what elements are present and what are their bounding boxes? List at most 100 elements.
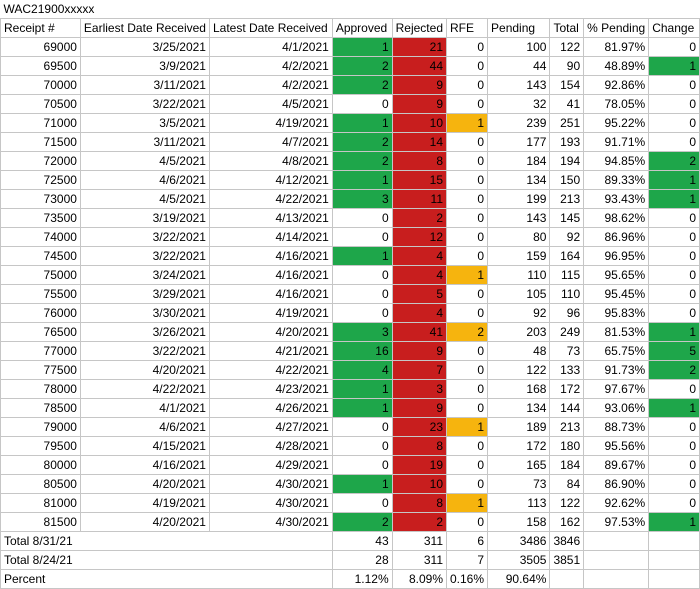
cell-change[interactable]: 5	[648, 341, 700, 361]
cell-rejected[interactable]: 10	[391, 113, 448, 133]
cell-latest-date[interactable]: 4/28/2021	[208, 436, 333, 456]
summary-total[interactable]: 3846	[549, 531, 585, 551]
cell-earliest-date[interactable]: 4/19/2021	[79, 493, 210, 513]
cell-receipt[interactable]: 80000	[0, 455, 81, 475]
cell-percent-pending[interactable]: 92.62%	[583, 493, 650, 513]
cell-change[interactable]: 0	[648, 246, 700, 266]
cell-pending[interactable]: 134	[487, 398, 551, 418]
cell-total[interactable]: 90	[549, 56, 585, 76]
cell-pending[interactable]: 239	[487, 113, 551, 133]
cell-rfe[interactable]: 0	[445, 56, 489, 76]
cell-rfe[interactable]: 2	[445, 322, 489, 342]
cell-rejected[interactable]: 8	[391, 436, 448, 456]
cell-pending[interactable]: 92	[487, 303, 551, 323]
cell-percent-pending[interactable]: 97.53%	[583, 512, 650, 532]
cell-rejected[interactable]: 7	[391, 360, 448, 380]
cell-pending[interactable]: 168	[487, 379, 551, 399]
cell-latest-date[interactable]: 4/16/2021	[208, 265, 333, 285]
cell-total[interactable]: 92	[549, 227, 585, 247]
cell-total[interactable]: 172	[549, 379, 585, 399]
cell-pending[interactable]: 134	[487, 170, 551, 190]
summary-label[interactable]: Total 8/24/21	[0, 550, 333, 570]
cell-total[interactable]: 194	[549, 151, 585, 171]
cell-total[interactable]: 184	[549, 455, 585, 475]
cell-percent-pending[interactable]: 94.85%	[583, 151, 650, 171]
cell-total[interactable]: 164	[549, 246, 585, 266]
summary-rejected[interactable]: 8.09%	[391, 569, 448, 589]
cell-approved[interactable]: 1	[331, 398, 393, 418]
cell-latest-date[interactable]: 4/22/2021	[208, 360, 333, 380]
cell-receipt[interactable]: 78000	[0, 379, 81, 399]
cell-change[interactable]: 0	[648, 436, 700, 456]
cell-percent-pending[interactable]: 95.22%	[583, 113, 650, 133]
summary-pending[interactable]: 90.64%	[487, 569, 551, 589]
summary-percent-pending[interactable]	[583, 550, 650, 570]
cell-approved[interactable]: 0	[331, 208, 393, 228]
cell-rejected[interactable]: 8	[391, 493, 448, 513]
cell-rejected[interactable]: 12	[391, 227, 448, 247]
cell-change[interactable]: 0	[648, 94, 700, 114]
header-receipt[interactable]: Receipt #	[0, 18, 81, 38]
cell-receipt[interactable]: 80500	[0, 474, 81, 494]
cell-percent-pending[interactable]: 65.75%	[583, 341, 650, 361]
cell-pending[interactable]: 165	[487, 455, 551, 475]
cell-earliest-date[interactable]: 3/19/2021	[79, 208, 210, 228]
header-percent-pending[interactable]: % Pending	[583, 18, 650, 38]
cell-latest-date[interactable]: 4/8/2021	[208, 151, 333, 171]
cell-percent-pending[interactable]: 86.96%	[583, 227, 650, 247]
cell-earliest-date[interactable]: 3/11/2021	[79, 132, 210, 152]
summary-change[interactable]	[648, 550, 700, 570]
cell-change[interactable]: 0	[648, 113, 700, 133]
cell-rejected[interactable]: 3	[391, 379, 448, 399]
cell-rejected[interactable]: 10	[391, 474, 448, 494]
cell-change[interactable]: 1	[648, 56, 700, 76]
cell-receipt[interactable]: 81000	[0, 493, 81, 513]
cell-percent-pending[interactable]: 89.33%	[583, 170, 650, 190]
cell-receipt[interactable]: 77000	[0, 341, 81, 361]
cell-total[interactable]: 122	[549, 37, 585, 57]
cell-pending[interactable]: 105	[487, 284, 551, 304]
cell-approved[interactable]: 16	[331, 341, 393, 361]
cell-latest-date[interactable]: 4/30/2021	[208, 512, 333, 532]
cell-percent-pending[interactable]: 96.95%	[583, 246, 650, 266]
cell-change[interactable]: 1	[648, 512, 700, 532]
cell-earliest-date[interactable]: 4/15/2021	[79, 436, 210, 456]
cell-earliest-date[interactable]: 3/22/2021	[79, 94, 210, 114]
cell-pending[interactable]: 44	[487, 56, 551, 76]
summary-rejected[interactable]: 311	[391, 550, 448, 570]
cell-rejected[interactable]: 23	[391, 417, 448, 437]
cell-total[interactable]: 249	[549, 322, 585, 342]
summary-percent-pending[interactable]	[583, 569, 650, 589]
cell-latest-date[interactable]: 4/13/2021	[208, 208, 333, 228]
cell-approved[interactable]: 0	[331, 94, 393, 114]
cell-percent-pending[interactable]: 98.62%	[583, 208, 650, 228]
cell-pending[interactable]: 143	[487, 208, 551, 228]
cell-rfe[interactable]: 0	[445, 303, 489, 323]
cell-change[interactable]: 1	[648, 170, 700, 190]
summary-rfe[interactable]: 0.16%	[445, 569, 489, 589]
cell-total[interactable]: 41	[549, 94, 585, 114]
cell-percent-pending[interactable]: 81.97%	[583, 37, 650, 57]
cell-total[interactable]: 162	[549, 512, 585, 532]
cell-receipt[interactable]: 74500	[0, 246, 81, 266]
cell-rejected[interactable]: 9	[391, 94, 448, 114]
cell-earliest-date[interactable]: 4/20/2021	[79, 360, 210, 380]
cell-pending[interactable]: 158	[487, 512, 551, 532]
cell-rfe[interactable]: 0	[445, 227, 489, 247]
cell-receipt[interactable]: 79500	[0, 436, 81, 456]
cell-earliest-date[interactable]: 4/6/2021	[79, 417, 210, 437]
cell-change[interactable]: 0	[648, 417, 700, 437]
header-pending[interactable]: Pending	[487, 18, 551, 38]
cell-approved[interactable]: 0	[331, 493, 393, 513]
cell-total[interactable]: 144	[549, 398, 585, 418]
summary-rfe[interactable]: 6	[445, 531, 489, 551]
cell-pending[interactable]: 203	[487, 322, 551, 342]
header-rfe[interactable]: RFE	[445, 18, 489, 38]
cell-pending[interactable]: 73	[487, 474, 551, 494]
cell-receipt[interactable]: 73000	[0, 189, 81, 209]
cell-percent-pending[interactable]: 48.89%	[583, 56, 650, 76]
cell-receipt[interactable]: 73500	[0, 208, 81, 228]
cell-earliest-date[interactable]: 3/22/2021	[79, 246, 210, 266]
cell-latest-date[interactable]: 4/19/2021	[208, 113, 333, 133]
cell-approved[interactable]: 2	[331, 75, 393, 95]
